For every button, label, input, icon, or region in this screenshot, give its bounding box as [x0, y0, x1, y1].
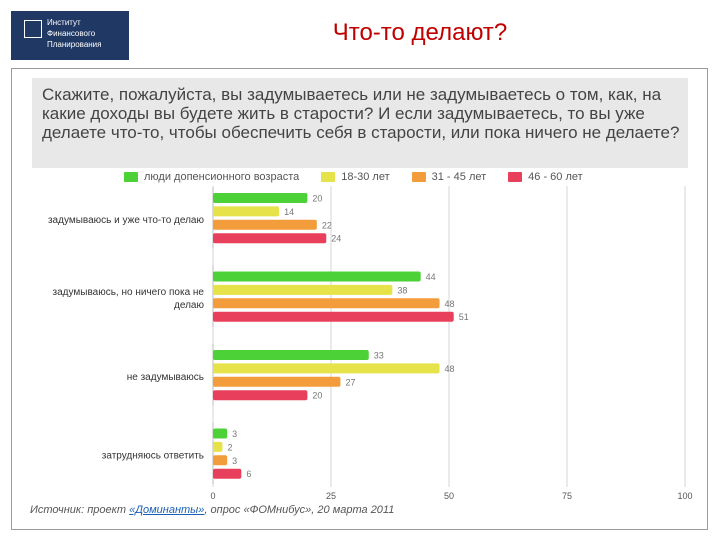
- bar: [213, 350, 369, 360]
- legend-swatch: [124, 172, 138, 182]
- bar: [213, 233, 327, 244]
- category-label: задумываюсь, но ничего пока не: [53, 287, 205, 298]
- bar: [213, 298, 440, 309]
- source-link[interactable]: «Доминанты»: [129, 504, 205, 516]
- legend-item: 46 - 60 лет: [508, 170, 583, 184]
- legend-item: люди допенсионного возраста: [124, 170, 299, 184]
- bar-value-label: 27: [345, 377, 355, 387]
- bar: [213, 441, 223, 452]
- legend-swatch: [411, 172, 426, 182]
- category-label: задумываюсь и уже что-то делаю: [48, 215, 205, 226]
- slide-title: Что-то делают?: [332, 19, 508, 46]
- bar-value-label: 48: [445, 364, 455, 374]
- bar: [213, 455, 228, 466]
- bar: [213, 311, 454, 322]
- bar: [213, 271, 421, 282]
- legend-label: люди допенсионного возраста: [144, 171, 300, 183]
- bar-value-label: 38: [397, 285, 407, 295]
- bar-value-label: 48: [445, 299, 455, 309]
- logo-line: Финансового: [47, 29, 96, 38]
- legend-swatch: [508, 172, 523, 182]
- category-label: делаю: [174, 300, 204, 311]
- bar: [213, 284, 393, 295]
- x-tick-label: 100: [677, 491, 692, 501]
- bar: [213, 468, 242, 479]
- content-frame: [11, 68, 708, 530]
- category-label: не задумываюсь: [127, 372, 204, 383]
- legend-item: 31 - 45 лет: [411, 170, 487, 184]
- bar-value-label: 3: [232, 456, 237, 466]
- legend-label: 46 - 60 лет: [528, 171, 583, 183]
- logo-text: Институт Финансового Планирования: [47, 17, 101, 50]
- bar-value-label: 33: [374, 351, 384, 361]
- bar-value-label: 2: [227, 442, 232, 452]
- bar: [213, 193, 308, 203]
- bar-value-label: 3: [232, 429, 237, 439]
- logo-square-icon: [24, 20, 42, 38]
- source-prefix: Источник: проект: [30, 504, 130, 516]
- category-label: затрудняюсь ответить: [102, 450, 204, 461]
- bar: [213, 390, 308, 401]
- x-tick-label: 25: [326, 491, 336, 501]
- survey-question: Скажите, пожалуйста, вы задумываетесь ил…: [42, 85, 680, 142]
- legend-swatch: [321, 172, 336, 182]
- legend-label: 18-30 лет: [341, 171, 390, 183]
- logo-line: Институт: [47, 18, 81, 27]
- x-tick-label: 75: [562, 491, 572, 501]
- institute-logo: Институт Финансового Планирования: [11, 11, 129, 60]
- bar: [213, 206, 280, 217]
- legend-label: 31 - 45 лет: [431, 171, 487, 183]
- bar-value-label: 51: [459, 312, 469, 322]
- bar-value-label: 20: [312, 391, 322, 401]
- question-box: Скажите, пожалуйста, вы задумываетесь ил…: [32, 78, 688, 168]
- bar: [213, 363, 440, 374]
- bar-value-label: 24: [331, 234, 341, 244]
- x-tick-label: 50: [444, 491, 454, 501]
- bar-value-label: 22: [322, 220, 332, 230]
- bar-value-label: 14: [284, 207, 294, 217]
- source-note: Источник: проект «Доминанты», опрос «ФОМ…: [30, 504, 394, 516]
- bar-value-label: 6: [246, 469, 251, 479]
- logo-line: Планирования: [47, 40, 102, 49]
- bar-value-label: 20: [312, 194, 322, 204]
- bar: [213, 428, 228, 439]
- bar: [213, 219, 317, 230]
- x-tick-label: 0: [210, 491, 215, 501]
- chart-legend: люди допенсионного возраста 18-30 лет 31…: [124, 170, 605, 184]
- source-suffix: , опрос «ФОМнибус», 20 марта 2011: [204, 504, 395, 516]
- legend-item: 18-30 лет: [321, 170, 390, 184]
- bar-value-label: 44: [426, 272, 436, 282]
- bar: [213, 376, 341, 387]
